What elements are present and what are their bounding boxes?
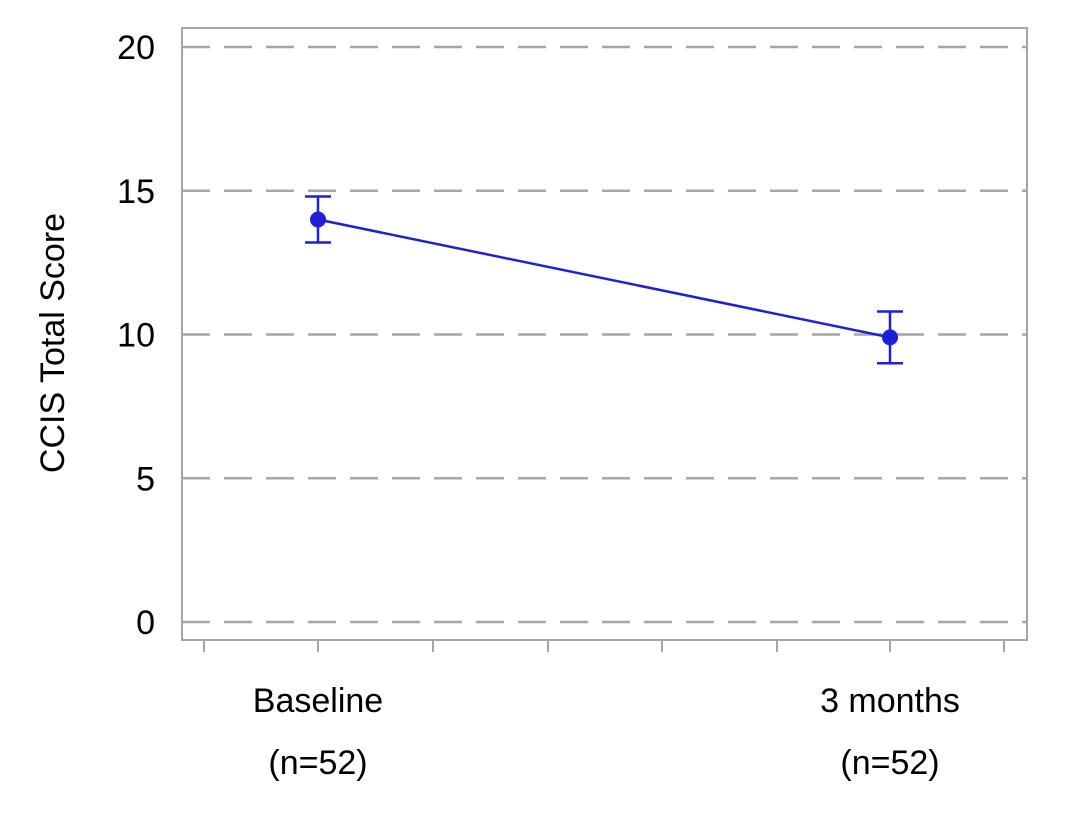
y-tick-label: 15 [117,173,155,211]
x-axis-tick-labels: Baseline (n=52) 3 months (n=52) [253,682,960,782]
data-point [310,211,326,228]
series-line [317,218,891,339]
y-tick-label: 0 [136,604,155,642]
data-point [882,329,898,346]
grid-lines [182,45,1027,624]
plot-frame [181,27,1028,641]
y-tick-label: 10 [117,317,155,355]
y-tick-label: 20 [117,29,155,67]
y-tick-label: 5 [136,460,155,498]
x-tick-label: Baseline [253,682,383,720]
y-axis-title: CCIS Total Score [34,213,72,473]
x-tick-label: (n=52) [268,744,367,782]
x-axis-ticks [203,640,1005,652]
series [305,195,903,365]
y-axis-tick-labels: 0 5 10 15 20 [117,29,155,642]
x-tick-label: 3 months [820,682,960,720]
x-tick-label: (n=52) [840,744,939,782]
